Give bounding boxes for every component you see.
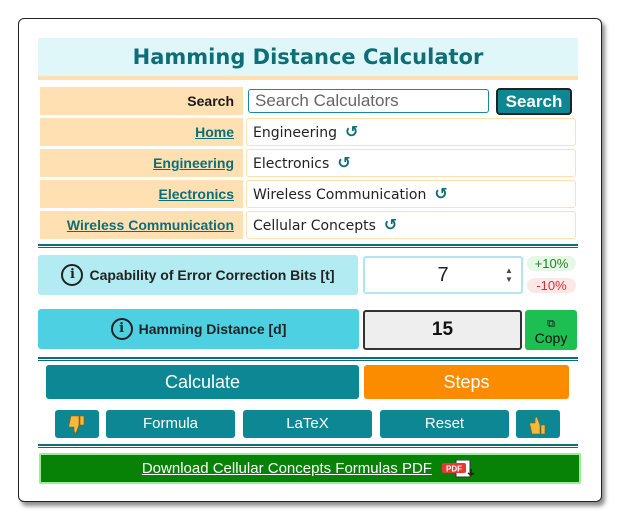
thumb-up-icon[interactable]: [516, 410, 560, 438]
search-input[interactable]: [248, 89, 489, 113]
refresh-icon[interactable]: ↺: [345, 122, 359, 141]
pdf-icon-text: PDF: [446, 465, 462, 474]
error-correction-bits-input[interactable]: 7 ▲ ▼: [363, 256, 523, 294]
divider: [38, 357, 578, 361]
output-field-label: i Hamming Distance [d]: [38, 309, 359, 349]
pdf-icon: PDF: [442, 459, 478, 478]
breadcrumb-value-text: Engineering: [253, 125, 337, 141]
refresh-icon[interactable]: ↺: [434, 184, 448, 203]
search-button[interactable]: Search: [496, 88, 572, 115]
hamming-distance-output: 15: [363, 310, 522, 350]
home-link[interactable]: Home: [195, 124, 234, 140]
info-icon[interactable]: i: [110, 318, 133, 340]
engineering-link[interactable]: Engineering: [153, 155, 234, 171]
breadcrumb-value-text: Wireless Communication: [253, 187, 427, 203]
info-icon[interactable]: i: [61, 264, 84, 286]
divider: [38, 244, 578, 248]
download-text: Download Cellular Concepts Formulas PDF: [141, 460, 432, 477]
output-label-text: Hamming Distance [d]: [138, 321, 287, 337]
refresh-icon[interactable]: ↺: [383, 215, 398, 234]
steps-button[interactable]: Steps: [364, 365, 569, 399]
copy-label: Copy: [534, 330, 568, 346]
plus-10-percent-button[interactable]: +10%: [527, 256, 576, 271]
copy-icon: ⧉: [547, 318, 555, 330]
wireless-communication-link[interactable]: Wireless Communication: [66, 217, 234, 233]
calculate-button[interactable]: Calculate: [46, 365, 359, 399]
page-title: Hamming Distance Calculator: [38, 38, 578, 80]
minus-10-percent-button[interactable]: -10%: [527, 278, 576, 293]
refresh-icon[interactable]: ↺: [337, 153, 351, 172]
breadcrumb-value-text: Cellular Concepts: [253, 218, 376, 234]
breadcrumb-label-electronics: Electronics: [40, 180, 243, 208]
electronics-link[interactable]: Electronics: [158, 186, 234, 202]
latex-button[interactable]: LaTeX: [243, 410, 372, 438]
divider: [38, 444, 578, 448]
search-label: Search: [40, 87, 243, 115]
breadcrumb-label-engineering: Engineering: [40, 149, 243, 177]
breadcrumb-value-engineering: Engineering ↺: [246, 118, 576, 146]
breadcrumb-value-wireless: Wireless Communication ↺: [246, 180, 576, 208]
input-label-text: Capability of Error Correction Bits [t]: [89, 267, 335, 283]
download-pdf-link[interactable]: Download Cellular Concepts Formulas PDF …: [39, 453, 581, 484]
breadcrumb-label-wireless: Wireless Communication: [40, 211, 243, 239]
spinner-arrows-icon[interactable]: ▲ ▼: [505, 266, 513, 284]
breadcrumb-value-cellular: Cellular Concepts ↺: [246, 211, 576, 239]
copy-button[interactable]: ⧉ Copy: [525, 310, 577, 350]
input-field-label: i Capability of Error Correction Bits [t…: [38, 255, 358, 295]
formula-button[interactable]: Formula: [106, 410, 235, 438]
breadcrumb-value-text: Electronics: [253, 156, 330, 172]
thumb-down-icon[interactable]: [55, 410, 99, 438]
input-value: 7: [437, 264, 449, 286]
breadcrumb-label-home: Home: [40, 118, 243, 146]
breadcrumb-value-electronics: Electronics ↺: [246, 149, 576, 177]
reset-button[interactable]: Reset: [380, 410, 509, 438]
